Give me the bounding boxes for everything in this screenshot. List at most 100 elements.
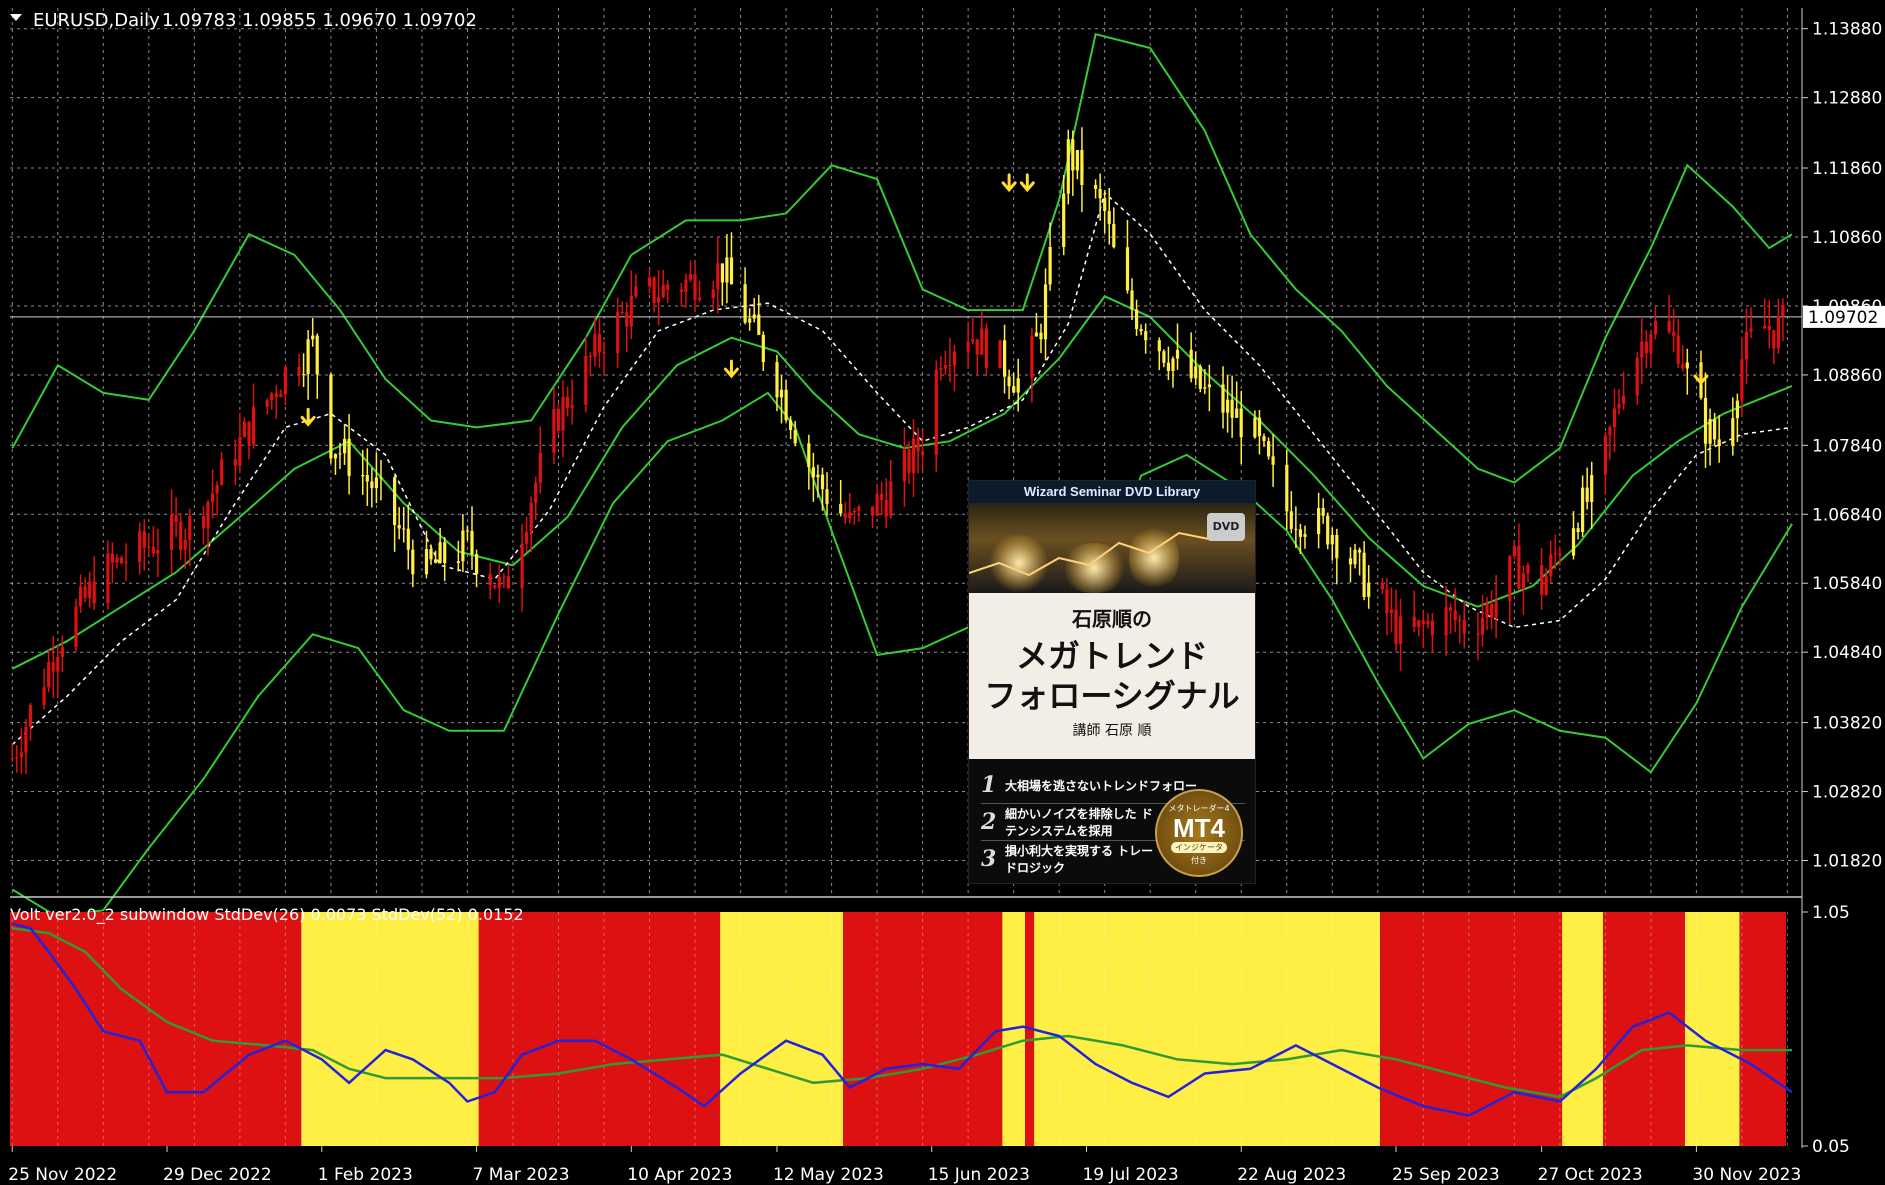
candle-body: [211, 493, 215, 503]
price-tick-label: 1.06840: [1812, 505, 1882, 525]
sell-arrow-icon: [723, 359, 739, 379]
candle-body: [379, 477, 383, 479]
candle-body: [475, 554, 479, 574]
candle-body: [775, 362, 779, 398]
candle-body: [242, 421, 246, 437]
candle-body: [1103, 198, 1107, 211]
candle-body: [1043, 284, 1048, 340]
sub-zone-block: [301, 912, 479, 1146]
candle-body: [1107, 211, 1111, 224]
candle-body: [529, 502, 533, 532]
candle-body: [238, 436, 242, 466]
candle-body: [1399, 616, 1403, 644]
candle-body: [56, 656, 60, 672]
candle-body: [1776, 316, 1780, 349]
candle-body: [1235, 408, 1239, 418]
sub-tick-label: 0.05: [1812, 1137, 1850, 1157]
promo-series-title: Wizard Seminar DVD Library: [969, 481, 1255, 503]
candle-body: [1003, 340, 1007, 377]
candle-body: [1166, 362, 1170, 371]
candle-body: [1558, 553, 1562, 556]
candle-body: [1781, 304, 1785, 317]
candle-body: [520, 543, 524, 589]
candle-body: [124, 562, 128, 564]
candle-body: [743, 284, 747, 323]
candle-body: [10, 758, 14, 760]
candle-body: [998, 340, 1002, 368]
candle-body: [911, 438, 916, 473]
candle-body: [561, 396, 565, 431]
candle-body: [1039, 332, 1043, 340]
candle-body: [1740, 359, 1744, 401]
candle-body: [1289, 511, 1293, 529]
candle-body: [1048, 247, 1052, 285]
candle-body: [1494, 601, 1498, 618]
candle-body: [247, 421, 251, 445]
time-axis: 25 Nov 2022 29 Dec 2022 1 Feb 2023 7 Mar 20…: [8, 1146, 1801, 1185]
sub-lines: [11, 922, 1793, 1117]
candle-body: [92, 581, 96, 604]
candle-body: [684, 279, 688, 292]
sell-arrow-icon: [1001, 173, 1017, 193]
candle-body: [1553, 553, 1557, 555]
candle-body: [470, 530, 474, 554]
promo-chart-icon: [969, 531, 1210, 577]
candle-body: [1189, 349, 1193, 379]
sub-tick-label: 1.05: [1812, 903, 1850, 923]
promo-lecturer: 講師 石原 順: [1072, 723, 1152, 739]
price-tick-label: 1.13880: [1812, 20, 1882, 40]
candle-body: [820, 474, 825, 490]
candle-body: [329, 374, 333, 459]
lower-band-line: [11, 391, 1793, 919]
candle-body: [1708, 419, 1712, 444]
candle-body: [1571, 528, 1576, 556]
candle-body: [1526, 565, 1530, 574]
price-tick-label: 1.04840: [1812, 643, 1882, 663]
candle-body: [465, 530, 470, 532]
candle-body: [934, 370, 938, 455]
candle-body: [83, 586, 87, 598]
candle-body: [1207, 384, 1211, 388]
candle-body: [1485, 603, 1489, 618]
candle-body: [566, 396, 570, 408]
candle-body: [1135, 309, 1139, 329]
candle-body: [402, 528, 406, 530]
candle-body: [1362, 552, 1366, 597]
candle-body: [1171, 358, 1175, 371]
candle-body: [1608, 427, 1612, 436]
upper-band-line: [11, 32, 1793, 484]
candle-body: [1071, 139, 1075, 171]
candle-body: [1735, 400, 1739, 419]
dvd-badge: DVD: [1207, 513, 1245, 541]
candle-body: [620, 312, 624, 314]
time-tick-label: 25 Sep 2023: [1392, 1165, 1500, 1185]
candle-body: [1321, 508, 1325, 516]
candle-body: [848, 512, 852, 518]
candle-body: [984, 328, 988, 368]
promo-dvd-banner[interactable]: Wizard Seminar DVD Library DVD 石原順の メガトレ…: [968, 480, 1256, 884]
candle-body: [1576, 528, 1580, 532]
candle-body: [60, 647, 64, 657]
candle-body: [461, 530, 465, 562]
candle-body: [1585, 487, 1589, 502]
candle-body: [1130, 290, 1134, 310]
candle-body: [1330, 535, 1334, 545]
candle-body: [1367, 582, 1371, 597]
price-tick-label: 1.07840: [1812, 436, 1882, 456]
price-tick-label: 1.12880: [1812, 89, 1882, 109]
candle-body: [1230, 399, 1234, 418]
candle-body: [1749, 328, 1753, 332]
candle-body: [679, 289, 683, 292]
candle-body: [443, 542, 447, 564]
time-tick-label: 29 Dec 2022: [163, 1165, 272, 1185]
candle-body: [1380, 582, 1384, 590]
price-candles: [10, 127, 1785, 774]
sub-zone-block: [10, 912, 302, 1146]
candle-body: [871, 506, 875, 516]
candle-body: [1517, 545, 1521, 589]
candle-body: [1239, 408, 1243, 438]
collapse-triangle-icon[interactable]: [10, 14, 22, 21]
candle-body: [1253, 417, 1257, 438]
candle-body: [1221, 384, 1225, 413]
